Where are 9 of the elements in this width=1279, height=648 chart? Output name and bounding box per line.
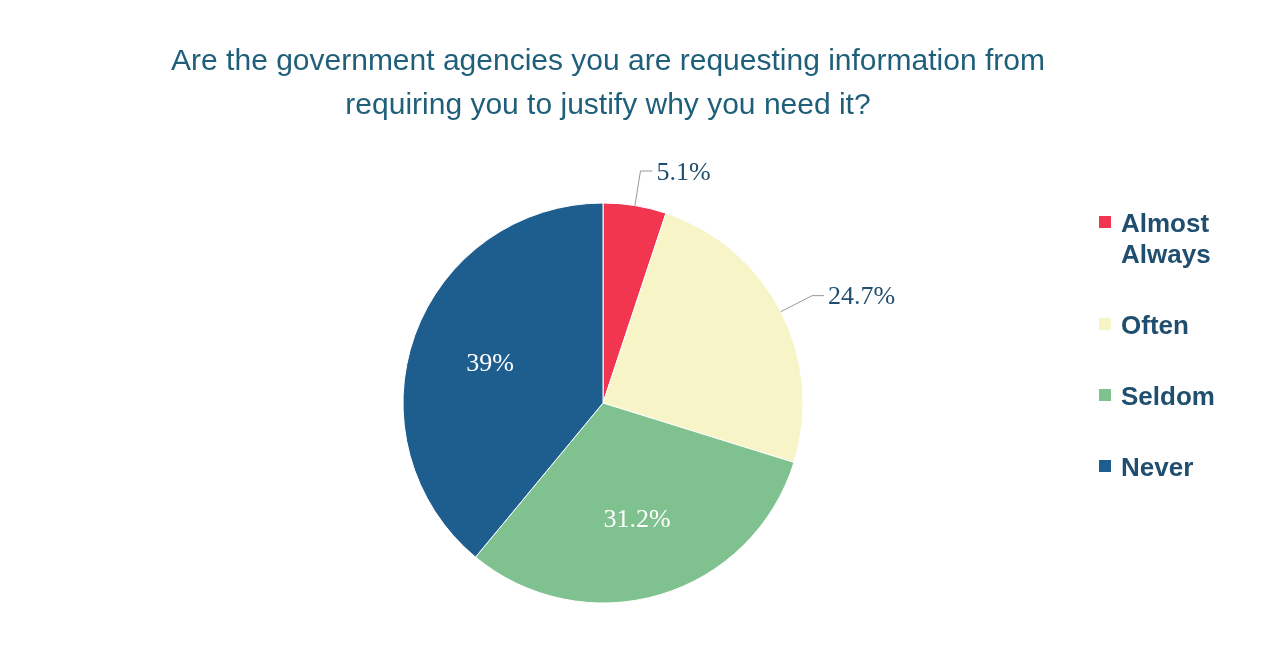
data-label: 24.7% (828, 281, 896, 311)
legend-label: Often (1121, 310, 1190, 341)
chart-title: Are the government agencies you are requesting information from requiring you to justify why you need it? (170, 42, 1046, 122)
data-label: 5.1% (656, 156, 711, 186)
legend-label: Almost Always (1121, 208, 1212, 270)
data-label: 31.2% (603, 503, 671, 533)
data-label: 39% (466, 347, 514, 377)
legend-label: Seldom (1121, 381, 1216, 412)
legend-label: Never (1121, 452, 1195, 483)
